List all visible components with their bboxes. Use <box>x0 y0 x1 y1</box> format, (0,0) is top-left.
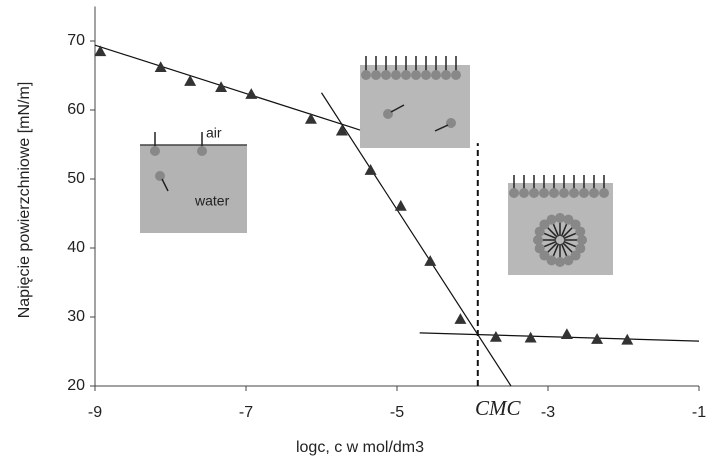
micelle-tail <box>562 226 574 238</box>
data-point <box>454 313 467 324</box>
data-point <box>304 112 317 124</box>
fit-line <box>94 44 361 131</box>
surfactant-head <box>451 70 461 80</box>
surfactant-head <box>549 188 559 198</box>
cmc-label: CMC <box>475 396 522 420</box>
data-point <box>184 75 197 86</box>
surfactant-head <box>401 70 411 80</box>
micelle-tail <box>543 240 557 248</box>
micelle-head <box>539 219 550 230</box>
y-axis-label: Napięcie powierzchniowe [mN/m] <box>16 82 33 319</box>
surfactant-head <box>599 188 609 198</box>
data-point <box>489 331 502 342</box>
y-tick-label: 50 <box>67 170 85 187</box>
inset-monomers <box>140 132 247 233</box>
x-tick-label: -5 <box>390 404 404 421</box>
data-point <box>394 199 407 211</box>
data-point <box>621 333 634 345</box>
data-point <box>335 124 348 136</box>
y-tick-label: 60 <box>67 101 85 118</box>
micelle-head <box>534 243 545 254</box>
y-tick-label: 70 <box>67 32 85 49</box>
y-tick-label: 40 <box>67 239 85 256</box>
micelle-head <box>533 235 543 245</box>
micelle-tail <box>563 240 577 248</box>
x-tick-label: -7 <box>239 404 253 421</box>
surfactant-head <box>431 70 441 80</box>
surfactant-head <box>421 70 431 80</box>
micelle-tail <box>560 243 568 257</box>
micelle-tail <box>552 243 560 257</box>
data-point <box>245 88 258 99</box>
micelle-head <box>570 219 581 230</box>
surfactant-head <box>391 70 401 80</box>
micelle-head <box>555 213 565 223</box>
data-point <box>424 255 437 266</box>
data-point <box>215 81 228 93</box>
inset-label: air <box>206 125 222 141</box>
surfactant-head <box>559 188 569 198</box>
micelle-tail <box>552 223 560 237</box>
surfactant-head <box>411 70 421 80</box>
micelle-head <box>539 250 550 261</box>
data-point <box>524 331 537 343</box>
fit-line <box>320 92 512 387</box>
surfactant-head <box>361 70 371 80</box>
micelle-head <box>555 257 565 267</box>
surfactant-head <box>589 188 599 198</box>
x-tick-label: -3 <box>541 404 555 421</box>
surfactant-head <box>529 188 539 198</box>
micelle-tail <box>543 232 557 240</box>
surfactant-head <box>539 188 549 198</box>
y-tick-label: 20 <box>67 377 85 394</box>
x-tick-label: -9 <box>88 404 102 421</box>
micelle-head <box>577 235 587 245</box>
data-point <box>364 164 377 175</box>
micelle-tail <box>546 226 558 238</box>
x-tick-label: -1 <box>692 404 706 421</box>
y-tick-label: 30 <box>67 308 85 325</box>
micelle-head <box>546 214 557 225</box>
micelle-head <box>570 250 581 261</box>
surfactant-head <box>441 70 451 80</box>
surfactant-head <box>509 188 519 198</box>
micelle-head <box>546 255 557 266</box>
micelle-head <box>575 226 586 237</box>
inset-micelle <box>508 175 613 275</box>
data-point <box>560 328 573 340</box>
surfactant-head <box>519 188 529 198</box>
micelle-tail <box>560 223 568 237</box>
micelle-head <box>575 243 586 254</box>
data-point <box>94 45 107 57</box>
micelle-head <box>563 214 574 225</box>
surfactant-head <box>371 70 381 80</box>
data-point <box>591 333 604 344</box>
surfactant-head <box>569 188 579 198</box>
surfactant-head <box>579 188 589 198</box>
micelle-head <box>534 226 545 237</box>
fit-line <box>419 332 700 342</box>
inset-label: water <box>194 193 230 209</box>
surfactant-head <box>381 70 391 80</box>
micelle-tail <box>546 242 558 254</box>
micelle-tail <box>562 242 574 254</box>
data-point <box>154 61 167 73</box>
x-axis-label: logc, c w mol/dm3 <box>296 439 424 456</box>
inset-monolayer <box>360 56 470 148</box>
micelle-tail <box>563 232 577 240</box>
micelle-head <box>563 255 574 266</box>
